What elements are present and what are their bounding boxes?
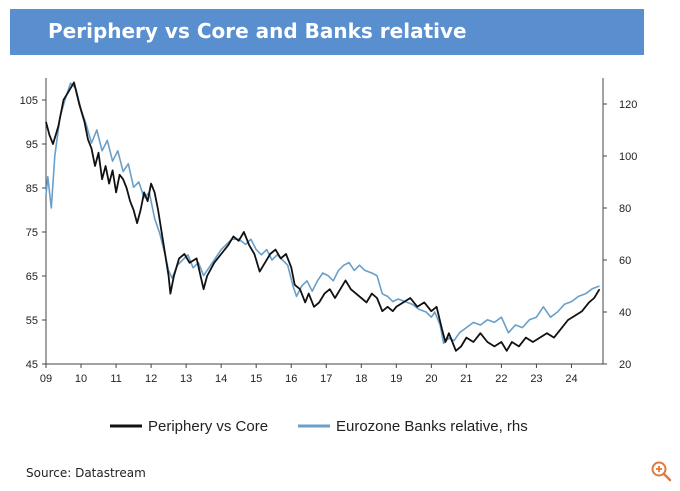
x-tick-label: 09	[40, 373, 52, 385]
legend: Periphery vs Core Eurozone Banks relativ…	[110, 418, 528, 435]
x-tick-label: 11	[110, 373, 121, 385]
axes: 105 95 85 75 65 55 45 120 100 80 60 40 20 09 10 11 12 13 1…	[20, 78, 637, 385]
y-right-tick-label: 120	[619, 99, 637, 111]
chart-title: Periphery vs Core and Banks relative	[48, 19, 467, 43]
y-right-tick-label: 80	[619, 203, 631, 215]
x-tick-label: 19	[390, 373, 402, 385]
zoom-in-icon[interactable]	[650, 460, 672, 487]
x-tick-label: 24	[565, 373, 577, 385]
y-left-tick-label: 55	[26, 315, 38, 327]
x-tick-label: 23	[530, 373, 542, 385]
y-left-tick-label: 75	[26, 227, 38, 239]
source-note: Source: Datastream	[26, 466, 146, 480]
y-left-tick-label: 95	[26, 139, 38, 151]
x-tick-label: 20	[425, 373, 437, 385]
y-left-tick-label: 45	[26, 359, 38, 371]
series-line-banks	[45, 82, 600, 344]
y-left-tick-label: 105	[20, 95, 38, 107]
x-tick-label: 15	[250, 373, 262, 385]
x-tick-label: 21	[460, 373, 472, 385]
legend-label-banks: Eurozone Banks relative, rhs	[336, 418, 528, 435]
x-tick-label: 10	[75, 373, 87, 385]
y-right-tick-label: 100	[619, 151, 637, 163]
y-left-tick-label: 65	[26, 271, 38, 283]
x-tick-label: 13	[180, 373, 192, 385]
series-layer	[45, 81, 601, 352]
x-tick-label: 17	[320, 373, 332, 385]
y-right-tick-label: 20	[619, 359, 631, 371]
x-tick-label: 22	[495, 373, 507, 385]
legend-label-periphery: Periphery vs Core	[148, 418, 268, 435]
y-left-tick-label: 85	[26, 183, 38, 195]
y-right-tick-label: 60	[619, 255, 631, 267]
x-tick-label: 12	[145, 373, 157, 385]
x-tick-label: 16	[285, 373, 297, 385]
y-right-tick-label: 40	[619, 307, 631, 319]
x-tick-label: 14	[215, 373, 227, 385]
series-line-periphery	[45, 81, 601, 352]
x-tick-label: 18	[355, 373, 367, 385]
title-bar: Periphery vs Core and Banks relative	[10, 9, 644, 55]
